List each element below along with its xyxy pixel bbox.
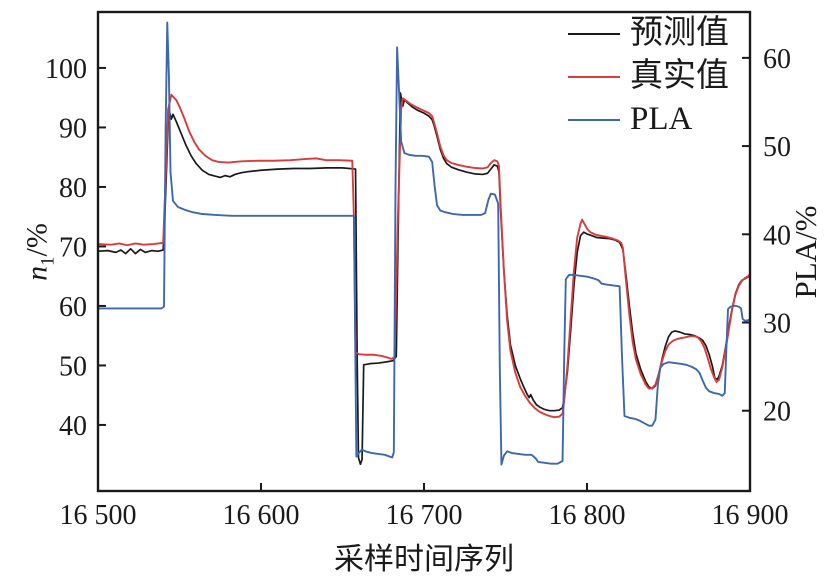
legend-label-pla: PLA: [630, 101, 693, 137]
y-axis-title-right: PLA/%: [788, 205, 823, 299]
legend-item-pla: PLA: [568, 98, 729, 141]
y-right-tick-label: 20: [763, 397, 791, 428]
y-right-tick-label: 60: [763, 44, 791, 75]
legend-label-actual: 真实值: [630, 58, 729, 94]
legend-label-predicted: 预测值: [630, 15, 729, 51]
y-left-tick-label: 90: [59, 113, 87, 144]
y-left-tick-label: 60: [59, 292, 87, 323]
y-right-tick-label: 50: [763, 132, 791, 163]
x-tick-label: 16 500: [60, 500, 137, 531]
series-PLA: [98, 21, 750, 466]
x-tick-label: 16 800: [549, 500, 626, 531]
x-axis-title: 采样时间序列: [334, 543, 514, 576]
series-真实值: [98, 93, 750, 419]
legend-item-predicted: 预测值: [568, 12, 729, 55]
x-tick-label: 16 700: [386, 500, 463, 531]
y-left-tick-label: 40: [59, 411, 87, 442]
y-left-unit: /%: [20, 223, 54, 257]
y-left-tick-label: 70: [59, 232, 87, 263]
legend: 预测值 真实值 PLA: [568, 12, 729, 141]
legend-item-actual: 真实值: [568, 55, 729, 98]
y-left-subscript: 1: [37, 256, 59, 266]
y-right-tick-label: 40: [763, 220, 791, 251]
series-预测值: [98, 92, 750, 466]
legend-line-actual: [568, 75, 620, 78]
y-left-tick-label: 80: [59, 173, 87, 204]
y-left-tick-label: 100: [45, 54, 87, 85]
y-left-tick-label: 50: [59, 351, 87, 382]
x-tick-label: 16 900: [712, 500, 789, 531]
x-tick-label: 16 600: [223, 500, 300, 531]
y-axis-title-left: n1/%: [21, 223, 60, 281]
y-left-variable: n: [20, 265, 54, 281]
plot-frame: [96, 10, 752, 493]
legend-line-pla: [568, 118, 620, 121]
legend-line-predicted: [568, 32, 620, 35]
y-right-tick-label: 30: [763, 309, 791, 340]
